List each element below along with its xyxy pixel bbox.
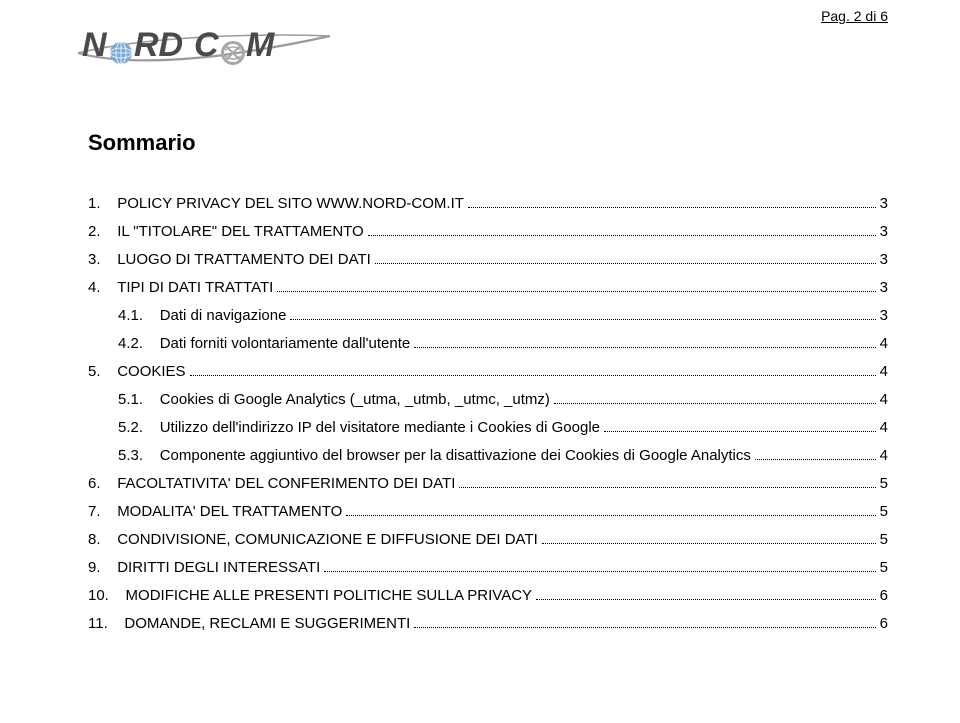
toc-entry-label: Dati forniti volontariamente dall'utente <box>160 336 411 351</box>
toc-entry: 5.2. Utilizzo dell'indirizzo IP del visi… <box>88 420 888 435</box>
toc-leader-dots <box>277 291 875 292</box>
svg-text:M: M <box>246 26 275 64</box>
toc-entry-page: 5 <box>880 504 888 519</box>
toc-entry-label: IL "TITOLARE" DEL TRATTAMENTO <box>117 224 364 239</box>
toc-entry-label: LUOGO DI TRATTAMENTO DEI DATI <box>117 252 371 267</box>
toc-entry: 11. DOMANDE, RECLAMI E SUGGERIMENTI 6 <box>88 616 888 631</box>
toc-entry: 5.1. Cookies di Google Analytics (_utma,… <box>88 392 888 407</box>
toc-entry-page: 4 <box>880 392 888 407</box>
toc-entry: 1. POLICY PRIVACY DEL SITO WWW.NORD-COM.… <box>88 196 888 211</box>
toc-leader-dots <box>554 403 876 404</box>
toc-entry: 8. CONDIVISIONE, COMUNICAZIONE E DIFFUSI… <box>88 532 888 547</box>
toc-entry-number: 6. <box>88 476 117 491</box>
toc-entry-label: DIRITTI DEGLI INTERESSATI <box>117 560 320 575</box>
toc-entry: 2. IL "TITOLARE" DEL TRATTAMENTO 3 <box>88 224 888 239</box>
content-area: Sommario 1. POLICY PRIVACY DEL SITO WWW.… <box>88 130 888 644</box>
toc-entry-number: 10. <box>88 588 126 603</box>
toc-list: 1. POLICY PRIVACY DEL SITO WWW.NORD-COM.… <box>88 196 888 631</box>
toc-entry-number: 11. <box>88 616 124 631</box>
toc-entry-label: Cookies di Google Analytics (_utma, _utm… <box>160 392 550 407</box>
toc-entry-number: 5.3. <box>118 448 160 463</box>
svg-text:RD: RD <box>134 26 183 64</box>
toc-entry-label: CONDIVISIONE, COMUNICAZIONE E DIFFUSIONE… <box>117 532 538 547</box>
toc-leader-dots <box>290 319 875 320</box>
toc-entry-number: 9. <box>88 560 117 575</box>
toc-entry-page: 6 <box>880 588 888 603</box>
toc-entry-number: 2. <box>88 224 117 239</box>
toc-entry: 9. DIRITTI DEGLI INTERESSATI 5 <box>88 560 888 575</box>
toc-entry-number: 5. <box>88 364 117 379</box>
svg-text:C: C <box>194 26 219 64</box>
toc-entry-page: 3 <box>880 280 888 295</box>
toc-entry: 4. TIPI DI DATI TRATTATI 3 <box>88 280 888 295</box>
toc-title: Sommario <box>88 130 888 156</box>
toc-entry-page: 3 <box>880 224 888 239</box>
logo: N RD C M <box>76 18 336 81</box>
toc-entry-label: FACOLTATIVITA' DEL CONFERIMENTO DEI DATI <box>117 476 455 491</box>
toc-entry-number: 4. <box>88 280 117 295</box>
toc-entry-page: 5 <box>880 476 888 491</box>
toc-entry-number: 7. <box>88 504 117 519</box>
toc-entry: 5. COOKIES 4 <box>88 364 888 379</box>
toc-leader-dots <box>414 347 875 348</box>
toc-leader-dots <box>468 207 876 208</box>
toc-entry: 3. LUOGO DI TRATTAMENTO DEI DATI 3 <box>88 252 888 267</box>
toc-entry: 4.2. Dati forniti volontariamente dall'u… <box>88 336 888 351</box>
toc-entry-label: Utilizzo dell'indirizzo IP del visitator… <box>160 420 600 435</box>
toc-entry-page: 4 <box>880 448 888 463</box>
toc-entry: 7. MODALITA' DEL TRATTAMENTO 5 <box>88 504 888 519</box>
toc-entry-label: Dati di navigazione <box>160 308 287 323</box>
toc-entry-label: TIPI DI DATI TRATTATI <box>117 280 273 295</box>
toc-entry: 6. FACOLTATIVITA' DEL CONFERIMENTO DEI D… <box>88 476 888 491</box>
page-number: Pag. 2 di 6 <box>821 8 888 24</box>
toc-entry-label: POLICY PRIVACY DEL SITO WWW.NORD-COM.IT <box>117 196 464 211</box>
toc-entry-number: 4.2. <box>118 336 160 351</box>
toc-entry-page: 6 <box>880 616 888 631</box>
toc-entry-label: Componente aggiuntivo del browser per la… <box>160 448 751 463</box>
toc-entry: 4.1. Dati di navigazione 3 <box>88 308 888 323</box>
toc-entry-page: 5 <box>880 560 888 575</box>
svg-text:N: N <box>82 26 108 64</box>
toc-leader-dots <box>324 571 875 572</box>
toc-leader-dots <box>459 487 875 488</box>
toc-leader-dots <box>604 431 876 432</box>
toc-entry-page: 4 <box>880 336 888 351</box>
toc-leader-dots <box>542 543 876 544</box>
toc-entry-number: 3. <box>88 252 117 267</box>
toc-leader-dots <box>414 627 875 628</box>
toc-entry-page: 3 <box>880 252 888 267</box>
toc-entry-number: 5.2. <box>118 420 160 435</box>
toc-leader-dots <box>346 515 875 516</box>
toc-entry-page: 4 <box>880 420 888 435</box>
toc-entry-page: 3 <box>880 196 888 211</box>
toc-entry-page: 4 <box>880 364 888 379</box>
toc-entry-number: 8. <box>88 532 117 547</box>
toc-entry-label: COOKIES <box>117 364 185 379</box>
toc-leader-dots <box>190 375 876 376</box>
toc-leader-dots <box>375 263 876 264</box>
toc-leader-dots <box>536 599 876 600</box>
toc-entry-page: 3 <box>880 308 888 323</box>
toc-entry: 10. MODIFICHE ALLE PRESENTI POLITICHE SU… <box>88 588 888 603</box>
toc-entry: 5.3. Componente aggiuntivo del browser p… <box>88 448 888 463</box>
toc-entry-number: 1. <box>88 196 117 211</box>
toc-leader-dots <box>755 459 876 460</box>
toc-entry-label: MODIFICHE ALLE PRESENTI POLITICHE SULLA … <box>126 588 533 603</box>
toc-entry-number: 5.1. <box>118 392 160 407</box>
toc-entry-label: DOMANDE, RECLAMI E SUGGERIMENTI <box>124 616 410 631</box>
toc-entry-page: 5 <box>880 532 888 547</box>
toc-entry-number: 4.1. <box>118 308 160 323</box>
toc-leader-dots <box>368 235 876 236</box>
toc-entry-label: MODALITA' DEL TRATTAMENTO <box>117 504 342 519</box>
